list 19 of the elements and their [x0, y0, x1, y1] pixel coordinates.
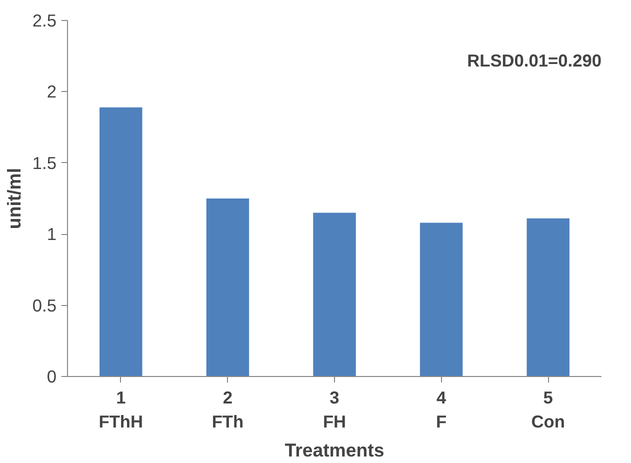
- x-tick-label: 5 Con: [531, 388, 565, 432]
- x-tick-label: 4 F: [436, 388, 447, 432]
- bar: [526, 218, 570, 376]
- x-tick-label: 3 FH: [322, 388, 346, 432]
- x-axis-title: Treatments: [284, 440, 384, 460]
- y-tick-label: 0.5: [32, 295, 57, 316]
- bar: [206, 198, 250, 376]
- y-tick-label: 1.5: [32, 152, 57, 173]
- bar: [313, 212, 356, 376]
- bar: [420, 222, 463, 376]
- x-tick-label: 2 FTh: [212, 388, 244, 432]
- y-tick-label: 2: [46, 82, 57, 102]
- y-tick-label: 0: [46, 366, 57, 386]
- annotation: RLSD0.01=0.290: [467, 50, 602, 70]
- x-tick-label: 1 FThH: [98, 388, 144, 432]
- y-tick-label: 1: [46, 224, 57, 244]
- bar: [100, 107, 142, 376]
- y-tick-label: 2.5: [32, 10, 57, 30]
- y-axis-title: unit/ml: [3, 168, 24, 230]
